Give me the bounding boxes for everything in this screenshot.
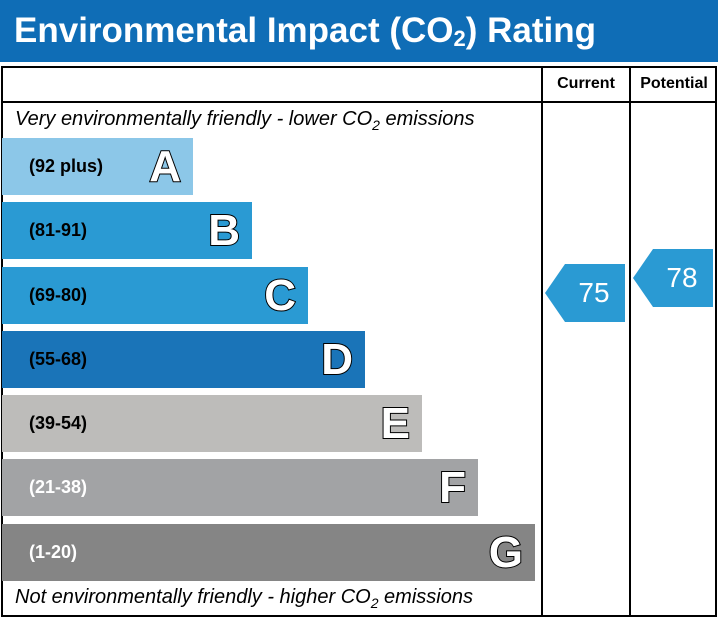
arrow-shape — [633, 249, 713, 307]
band-range: (21-38) — [29, 477, 88, 497]
band-range: (69-80) — [29, 285, 88, 305]
band-letter: G — [488, 527, 524, 578]
band-letter: D — [320, 334, 354, 385]
band-range: (1-20) — [29, 542, 78, 562]
note-text: Very environmentally friendly - lower CO — [15, 108, 373, 130]
note-text: Not environmentally friendly - higher CO — [15, 586, 371, 608]
band-letter: A — [148, 141, 182, 192]
band-range: (55-68) — [29, 349, 88, 369]
band-b: (81-91) B — [2, 202, 252, 259]
potential-rating-arrow: 78 — [633, 249, 713, 307]
band-letter: E — [380, 398, 411, 449]
column-header-potential: Potential — [640, 75, 708, 92]
band-letter: B — [207, 205, 241, 256]
header-divider — [1, 101, 717, 103]
rating-value: 78 — [666, 262, 698, 293]
top-note: Very environmentally friendly - lower CO… — [15, 108, 474, 133]
column-header-current: Current — [557, 75, 615, 92]
band-letter: F — [438, 462, 467, 513]
band-f: (21-38) F — [2, 459, 478, 516]
title-text: Environmental Impact (CO — [14, 11, 454, 50]
band-a: (92 plus) A — [2, 138, 193, 195]
current-rating-arrow: 75 — [545, 264, 625, 322]
note-sub: 2 — [370, 595, 379, 611]
page-title: Environmental Impact (CO2) Rating — [0, 0, 718, 62]
title-text-end: ) Rating — [465, 11, 597, 50]
band-c: (69-80) C — [2, 267, 308, 324]
band-range: (39-54) — [29, 413, 88, 433]
note-sub: 2 — [372, 117, 380, 133]
arrow-shape — [545, 264, 625, 322]
note-text-end: emissions — [378, 586, 473, 608]
title-subscript: 2 — [453, 26, 466, 51]
band-g: (1-20) G — [2, 524, 535, 581]
band-letter: C — [263, 270, 297, 321]
rating-value: 75 — [578, 277, 610, 308]
band-e: (39-54) E — [2, 395, 422, 452]
column-divider — [629, 66, 631, 617]
note-text-end: emissions — [379, 108, 475, 130]
band-range: (81-91) — [29, 220, 88, 240]
band-d: (55-68) D — [2, 331, 365, 388]
band-range: (92 plus) — [29, 156, 104, 176]
bottom-note: Not environmentally friendly - higher CO… — [15, 586, 473, 611]
column-divider — [541, 66, 543, 617]
